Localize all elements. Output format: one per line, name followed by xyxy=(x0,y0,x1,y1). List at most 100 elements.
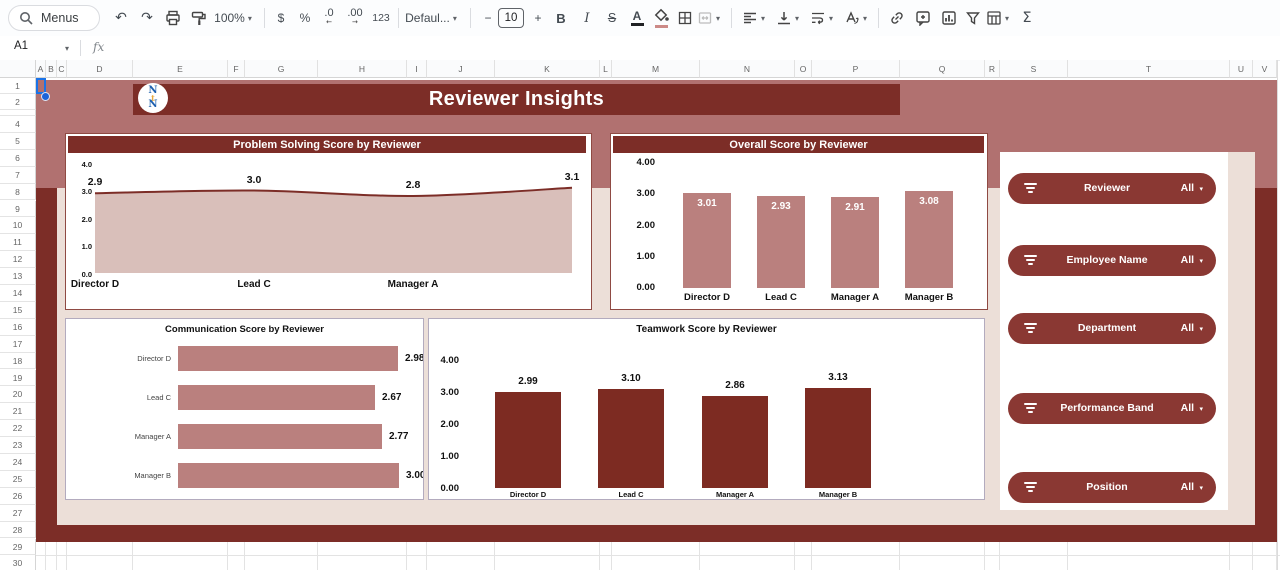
row-header-16[interactable]: 16 xyxy=(0,318,36,336)
bold-button[interactable]: B xyxy=(556,10,566,26)
row-header-13[interactable]: 13 xyxy=(0,268,36,285)
column-header-T[interactable]: T xyxy=(1068,60,1230,78)
column-header-E[interactable]: E xyxy=(133,60,228,78)
filter-pill-employee-name[interactable]: Employee Name All ▾ xyxy=(1008,245,1216,276)
filter-value[interactable]: All ▾ xyxy=(1180,402,1203,414)
strikethrough-button[interactable]: S xyxy=(607,11,617,25)
row-header-9[interactable]: 9 xyxy=(0,200,36,218)
row-header-10[interactable]: 10 xyxy=(0,217,36,235)
column-header-N[interactable]: N xyxy=(700,60,795,78)
filter-value[interactable]: All ▾ xyxy=(1180,182,1203,194)
filter-pill-performance-band[interactable]: Performance Band All ▾ xyxy=(1008,393,1216,424)
column-header-J[interactable]: J xyxy=(427,60,495,78)
text-color-button[interactable]: A xyxy=(626,5,648,31)
column-header-B[interactable]: B xyxy=(46,60,57,78)
font-size-input[interactable]: 10 xyxy=(498,8,524,28)
column-header-K[interactable]: K xyxy=(495,60,600,78)
print-icon[interactable] xyxy=(162,5,184,31)
row-header-25[interactable]: 25 xyxy=(0,470,36,488)
borders-icon[interactable] xyxy=(674,5,696,31)
selection-dot[interactable] xyxy=(41,92,50,101)
column-header-H[interactable]: H xyxy=(318,60,407,78)
undo-icon[interactable]: ↶ xyxy=(115,10,127,26)
row-header-14[interactable]: 14 xyxy=(0,285,36,302)
row-header-18[interactable]: 18 xyxy=(0,352,36,370)
name-box-chevron-down-icon[interactable]: ▾ xyxy=(65,44,70,53)
fx-icon[interactable]: fx xyxy=(93,40,105,54)
more-formats-button[interactable]: 123 xyxy=(372,12,390,24)
table-icon[interactable]: ▾ xyxy=(986,5,1009,31)
column-header-Q[interactable]: Q xyxy=(900,60,985,78)
functions-button[interactable]: Σ xyxy=(1022,10,1032,26)
gridline xyxy=(317,542,318,570)
insert-link-icon[interactable] xyxy=(886,5,908,31)
insert-chart-icon[interactable] xyxy=(938,5,960,31)
row-header-28[interactable]: 28 xyxy=(0,521,36,539)
italic-button[interactable]: I xyxy=(584,10,590,26)
row-header-19[interactable]: 19 xyxy=(0,369,36,387)
row-header-12[interactable]: 12 xyxy=(0,251,36,269)
row-header-15[interactable]: 15 xyxy=(0,301,36,319)
fill-color-button[interactable] xyxy=(650,5,672,31)
column-header-I[interactable]: I xyxy=(407,60,427,78)
column-header-G[interactable]: G xyxy=(245,60,318,78)
horizontal-align-icon[interactable]: ▾ xyxy=(742,5,765,31)
row-header-20[interactable]: 20 xyxy=(0,386,36,404)
row-header-22[interactable]: 22 xyxy=(0,420,36,438)
insert-comment-icon[interactable] xyxy=(912,5,934,31)
decrease-font-size-button[interactable]: − xyxy=(484,11,492,25)
vertical-align-icon[interactable]: ▾ xyxy=(776,5,799,31)
column-header-U[interactable]: U xyxy=(1230,60,1253,78)
row-header-1[interactable]: 1 xyxy=(0,78,36,94)
filter-value[interactable]: All ▾ xyxy=(1180,322,1203,334)
row-header-6[interactable]: 6 xyxy=(0,149,36,167)
text-rotation-icon[interactable]: ▾ xyxy=(844,5,867,31)
column-header-L[interactable]: L xyxy=(600,60,612,78)
row-header-7[interactable]: 7 xyxy=(0,166,36,184)
column-header-O[interactable]: O xyxy=(795,60,812,78)
column-header-P[interactable]: P xyxy=(812,60,900,78)
filter-pill-position[interactable]: Position All ▾ xyxy=(1008,472,1216,503)
column-header-M[interactable]: M xyxy=(612,60,700,78)
zoom-control[interactable]: 100% ▾ xyxy=(214,11,252,25)
increase-decimal-button[interactable]: .00 → xyxy=(347,7,363,27)
decrease-decimal-button[interactable]: .0 ← xyxy=(324,7,334,27)
row-header-5[interactable]: 5 xyxy=(0,132,36,150)
filter-pill-reviewer[interactable]: Reviewer All ▾ xyxy=(1008,173,1216,204)
row-header-29[interactable]: 29 xyxy=(0,538,36,556)
row-header-30[interactable]: 30 xyxy=(0,555,36,570)
column-header-S[interactable]: S xyxy=(1000,60,1068,78)
row-header-11[interactable]: 11 xyxy=(0,234,36,252)
filter-pill-department[interactable]: Department All ▾ xyxy=(1008,313,1216,344)
row-header-26[interactable]: 26 xyxy=(0,487,36,505)
row-header-4[interactable]: 4 xyxy=(0,116,36,133)
redo-icon[interactable]: ↷ xyxy=(141,10,153,26)
row-header-8[interactable]: 8 xyxy=(0,183,36,201)
row-header-21[interactable]: 21 xyxy=(0,403,36,421)
currency-format-button[interactable]: $ xyxy=(277,11,285,25)
create-filter-icon[interactable] xyxy=(962,5,984,31)
column-header-A[interactable]: A xyxy=(36,60,46,78)
row-header-24[interactable]: 24 xyxy=(0,454,36,471)
column-header-D[interactable]: D xyxy=(67,60,133,78)
merge-cells-icon[interactable]: ▾ xyxy=(697,5,720,31)
row-header-17[interactable]: 17 xyxy=(0,335,36,353)
row-header-23[interactable]: 23 xyxy=(0,437,36,454)
menus-button[interactable]: Menus xyxy=(8,5,100,31)
filter-value[interactable]: All ▾ xyxy=(1180,481,1203,493)
row-header-27[interactable]: 27 xyxy=(0,504,36,522)
name-box[interactable]: A1 xyxy=(14,40,29,52)
column-header-R[interactable]: R xyxy=(985,60,1000,78)
column-header-F[interactable]: F xyxy=(228,60,245,78)
increase-font-size-button[interactable]: + xyxy=(534,11,542,25)
row-header-3[interactable] xyxy=(0,110,36,116)
paint-format-icon[interactable] xyxy=(188,5,210,31)
text-wrap-icon[interactable]: ▾ xyxy=(810,5,833,31)
filter-value[interactable]: All ▾ xyxy=(1180,254,1203,266)
row-header-2[interactable]: 2 xyxy=(0,94,36,110)
select-all-corner[interactable] xyxy=(0,60,36,78)
percent-format-button[interactable]: % xyxy=(299,11,311,25)
column-header-V[interactable]: V xyxy=(1253,60,1277,78)
font-select[interactable]: Defaul... ▾ xyxy=(405,11,457,25)
column-header-C[interactable]: C xyxy=(57,60,67,78)
